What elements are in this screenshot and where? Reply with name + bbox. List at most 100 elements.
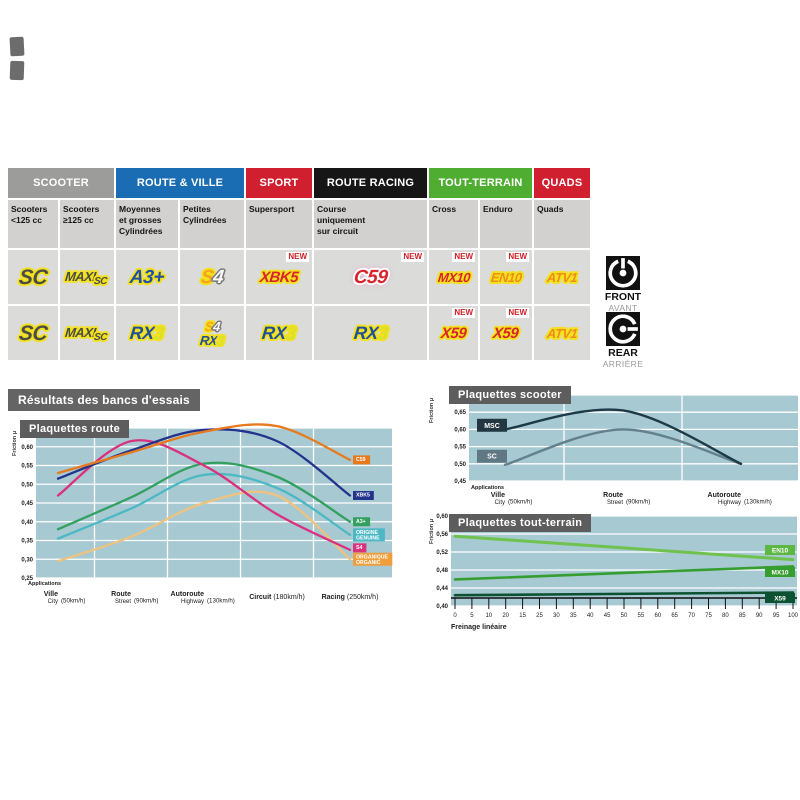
product-selection-table: SCOOTER ROUTE & VILLE SPORT ROUTE RACING TOU… — [8, 168, 590, 360]
series-label-x59: X59 — [765, 593, 795, 603]
svg-text:0,30: 0,30 — [21, 557, 33, 563]
svg-text:65: 65 — [671, 613, 678, 619]
product-logo-sc: SC — [17, 321, 49, 345]
svg-text:Racing (250km/h): Racing (250km/h) — [322, 594, 379, 601]
svg-text:0,60: 0,60 — [454, 427, 466, 433]
artifact-mark — [9, 36, 25, 57]
svg-text:SC: SC — [487, 454, 497, 461]
svg-text:Friction μ: Friction μ — [429, 519, 435, 544]
svg-text:15: 15 — [519, 613, 526, 619]
svg-text:Ville: Ville — [491, 492, 505, 499]
new-badge: NEW — [506, 252, 529, 262]
section-title: Résultats des bancs d'essais — [8, 389, 200, 411]
svg-text:(50km/h): (50km/h) — [508, 499, 532, 506]
svg-text:50: 50 — [621, 613, 628, 619]
svg-text:80: 80 — [722, 613, 729, 619]
rear-cell-x59: NEW X59 — [480, 306, 532, 360]
route-chart-title: Plaquettes route — [20, 420, 129, 438]
front-label: FRONT — [604, 291, 642, 303]
new-badge: NEW — [452, 308, 475, 318]
rear-cell-rx3: RX3 — [246, 306, 312, 360]
svg-text:ORGANIC: ORGANIC — [356, 560, 381, 566]
svg-text:Route: Route — [111, 591, 131, 598]
series-line-origine-genuine — [56, 472, 352, 540]
svg-text:90: 90 — [756, 613, 763, 619]
subheader-cross: Cross — [429, 200, 478, 248]
svg-text:XBK5: XBK5 — [356, 493, 370, 499]
series-line-a3 — [56, 461, 352, 531]
svg-text:ORGANIQUE: ORGANIQUE — [356, 554, 389, 560]
product-logo-en10: EN10 — [489, 269, 523, 285]
product-logo-s4: S4 — [199, 266, 225, 288]
rear-cell-maxi-sc: MAXISC — [60, 306, 114, 360]
product-logo-s4: S4 — [203, 318, 221, 334]
svg-text:0,56: 0,56 — [436, 532, 448, 538]
svg-text:0,48: 0,48 — [436, 568, 448, 574]
svg-text:Street: Street — [115, 599, 131, 605]
svg-text:100: 100 — [788, 613, 799, 619]
svg-text:35: 35 — [570, 613, 577, 619]
subheader-enduro: Enduro — [480, 200, 532, 248]
product-logo-rx3: RX3 — [352, 323, 389, 343]
product-logo-mx10: MX10 — [436, 269, 471, 285]
front-cell-a3: A3+ — [116, 250, 178, 304]
front-cell-en10: NEW EN10 — [480, 250, 532, 304]
svg-text:0,50: 0,50 — [454, 462, 466, 468]
product-logo-rx3: RX3 — [199, 332, 225, 348]
product-logo-atv1: ATV1 — [546, 269, 578, 285]
svg-text:75: 75 — [705, 613, 712, 619]
svg-text:Ville: Ville — [44, 591, 58, 598]
svg-text:0,52: 0,52 — [436, 550, 448, 556]
front-cell-s4: S4 — [180, 250, 244, 304]
svg-text:0,60: 0,60 — [436, 514, 448, 520]
svg-text:ORIGINE: ORIGINE — [356, 530, 378, 536]
series-line-organique-organic — [56, 490, 352, 563]
svg-text:S4: S4 — [356, 545, 362, 551]
front-cell-xbk5: NEW XBK5 — [246, 250, 312, 304]
svg-text:Friction μ: Friction μ — [429, 398, 435, 423]
svg-text:EN10: EN10 — [772, 547, 789, 554]
rear-cell-rx3: RX3 — [314, 306, 427, 360]
front-cell-mx10: NEW MX10 — [429, 250, 478, 304]
svg-text:0,40: 0,40 — [21, 520, 33, 526]
svg-text:5: 5 — [470, 613, 474, 619]
front-brake-icon — [606, 256, 640, 290]
svg-text:0,25: 0,25 — [21, 576, 33, 582]
series-label-en10: EN10 — [765, 545, 795, 555]
svg-text:Route: Route — [603, 492, 623, 499]
svg-text:0,60: 0,60 — [21, 445, 33, 451]
svg-text:GENUINE: GENUINE — [356, 535, 380, 541]
series-label-mx10: MX10 — [765, 567, 795, 577]
category-header-route-racing: ROUTE RACING — [314, 168, 427, 198]
svg-text:0,50: 0,50 — [21, 482, 33, 488]
rear-label: REAR — [608, 347, 638, 359]
subheader-supersport: Supersport — [246, 200, 312, 248]
series-label-sc: SC — [477, 449, 507, 463]
series-line-sc — [503, 428, 743, 467]
product-logo-x59: X59 — [492, 324, 520, 342]
product-logo-a3: A3+ — [128, 266, 166, 288]
svg-text:X59: X59 — [774, 595, 786, 602]
series-label-msc: MSC — [477, 418, 507, 432]
series-line-msc — [503, 408, 743, 465]
product-logo-sc: SC — [17, 265, 49, 289]
svg-text:MX10: MX10 — [772, 569, 789, 576]
product-logo-xbk5: XBK5 — [259, 268, 299, 286]
category-header-quads: QUADS — [534, 168, 590, 198]
offroad-chart-title: Plaquettes tout-terrain — [449, 514, 592, 532]
svg-text:A3+: A3+ — [356, 519, 366, 525]
series-line-en10 — [453, 534, 795, 562]
svg-text:0,40: 0,40 — [436, 604, 448, 610]
svg-text:40: 40 — [587, 613, 594, 619]
scooter-chart-title: Plaquettes scooter — [449, 386, 571, 404]
front-cell-maxi-sc: MAXISC — [60, 250, 114, 304]
series-label-a3: A3+ — [353, 517, 371, 527]
svg-text:C59: C59 — [356, 457, 366, 463]
series-line-c59 — [56, 423, 352, 475]
rear-cell-x59: NEW X59 — [429, 306, 478, 360]
